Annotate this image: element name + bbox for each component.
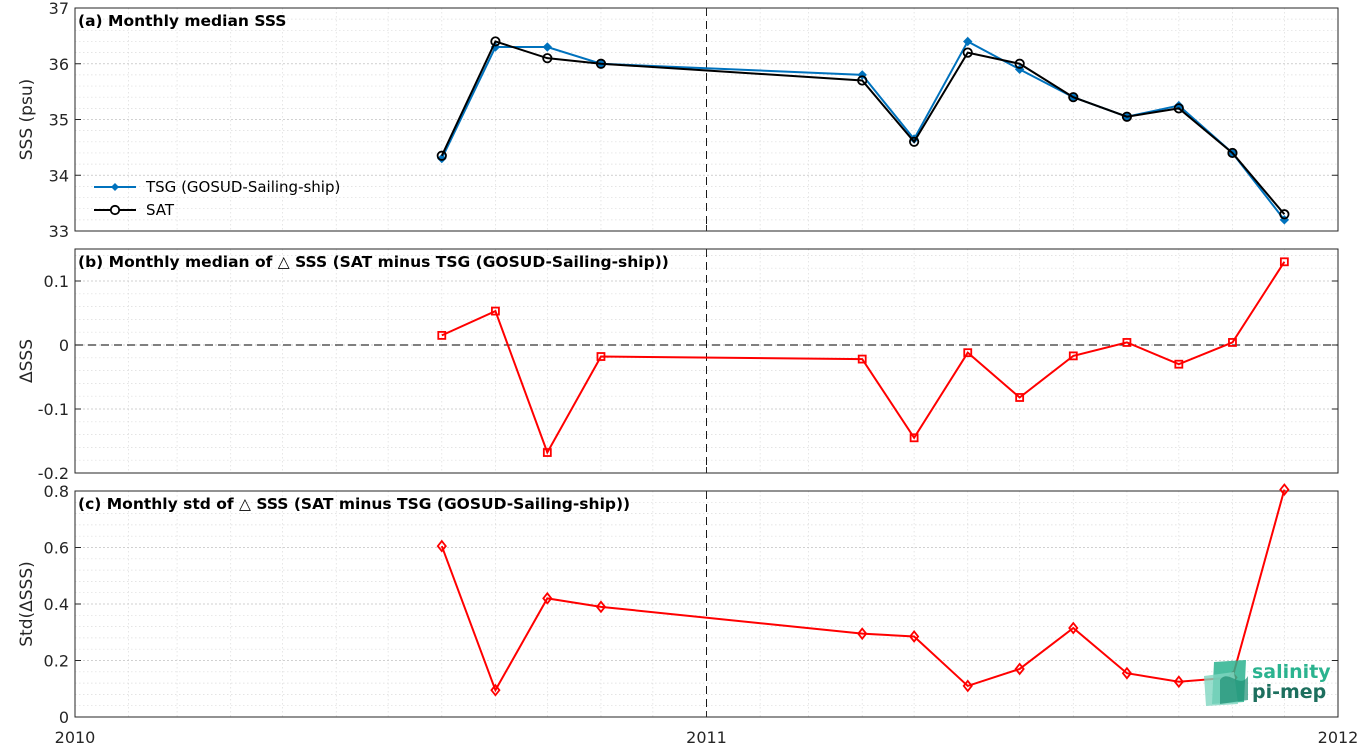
y-tick-label: 0.8	[44, 482, 69, 501]
y-tick-label: 0	[59, 708, 69, 727]
data-point	[1015, 393, 1025, 402]
panel-a: 33 34 35 36 37 (a) Monthly median SSS SSS (psu…	[17, 0, 1339, 241]
y-tick-label: 37	[49, 0, 69, 18]
data-point	[596, 352, 606, 361]
data-point	[909, 136, 920, 147]
data-point	[1228, 338, 1237, 347]
y-axis-label: Std(ΔSSS)	[17, 561, 37, 647]
y-tick-label: 0.1	[44, 272, 69, 291]
logo-line-2: pi-mep	[1252, 681, 1326, 703]
y-tick-label: -0.1	[38, 400, 69, 419]
data-point	[1173, 103, 1184, 114]
data-point	[963, 36, 973, 47]
logo-emblem-icon	[1204, 660, 1248, 706]
data-point	[857, 75, 868, 86]
data-point	[542, 448, 552, 457]
data-point	[1014, 58, 1025, 69]
y-tick-label: 33	[49, 222, 69, 241]
y-tick-label: 0.2	[44, 652, 69, 671]
x-tick-label: 2010	[55, 728, 96, 745]
legend-label: SAT	[146, 201, 175, 219]
data-point	[436, 150, 447, 161]
y-axis-label: ΔSSS	[17, 339, 37, 383]
data-point	[1068, 621, 1079, 635]
data-point	[1227, 147, 1238, 159]
axes-box	[74, 490, 1339, 718]
axes-box	[74, 248, 1339, 474]
legend-label: TSG (GOSUD-Sailing-ship)	[145, 178, 340, 196]
logo-line-1: salinity	[1252, 661, 1331, 683]
y-tick-label: 36	[49, 55, 69, 74]
data-point	[1068, 351, 1078, 361]
y-tick-label: 0	[59, 336, 69, 355]
data-point	[1279, 257, 1289, 267]
data-point	[962, 47, 973, 58]
data-point	[962, 679, 973, 693]
data-point	[436, 539, 447, 553]
panel-title: (c) Monthly std of △ SSS (SAT minus TSG …	[78, 495, 630, 513]
data-point	[595, 600, 607, 614]
data-point	[1279, 209, 1290, 220]
data-point	[1121, 111, 1133, 122]
panel-b: -0.2 -0.1 0 0.1 (b) Monthly median of △ SSS …	[17, 248, 1339, 483]
data-point	[490, 683, 501, 697]
axes-box	[74, 7, 1339, 232]
data-point	[490, 36, 501, 47]
data-point	[595, 58, 607, 69]
x-tick-label: 2011	[686, 728, 727, 745]
y-tick-label: -0.2	[38, 464, 69, 483]
y-axis-label: SSS (psu)	[17, 79, 37, 160]
x-tick-label: 2012	[1318, 728, 1359, 745]
data-point	[437, 153, 447, 164]
series-line	[441, 261, 1286, 455]
panel-title: (a) Monthly median SSS	[78, 12, 286, 30]
data-point	[542, 53, 553, 64]
legend-marker	[109, 204, 121, 216]
data-point	[1014, 662, 1025, 676]
y-tick-label: 34	[49, 166, 69, 185]
salinity-pimep-logo: salinity pi-mep	[1204, 660, 1331, 706]
panel-c: 0 0.2 0.4 0.6 0.8 2010 2011 2012 (c) Monthly std…	[17, 482, 1358, 745]
data-point	[1279, 483, 1290, 497]
data-point	[542, 591, 553, 605]
data-point	[1173, 675, 1184, 689]
data-point	[908, 630, 920, 643]
data-point	[542, 42, 553, 52]
panel-title: (b) Monthly median of △ SSS (SAT minus T…	[78, 253, 669, 271]
y-tick-label: 0.6	[44, 539, 69, 558]
series-line	[440, 489, 1286, 693]
data-point	[857, 627, 868, 641]
data-point	[1122, 338, 1132, 347]
data-point	[857, 354, 867, 364]
legend-marker	[111, 183, 119, 191]
y-tick-label: 0.4	[44, 595, 69, 614]
legend: TSG (GOSUD-Sailing-ship) SAT	[94, 178, 340, 219]
data-point	[1068, 92, 1079, 103]
data-point	[437, 330, 447, 340]
y-tick-label: 35	[49, 111, 69, 130]
data-point	[1174, 359, 1184, 369]
data-point	[909, 433, 919, 443]
data-point	[491, 306, 500, 316]
data-point	[1121, 666, 1133, 680]
series-line	[440, 40, 1286, 215]
data-point	[963, 348, 973, 358]
